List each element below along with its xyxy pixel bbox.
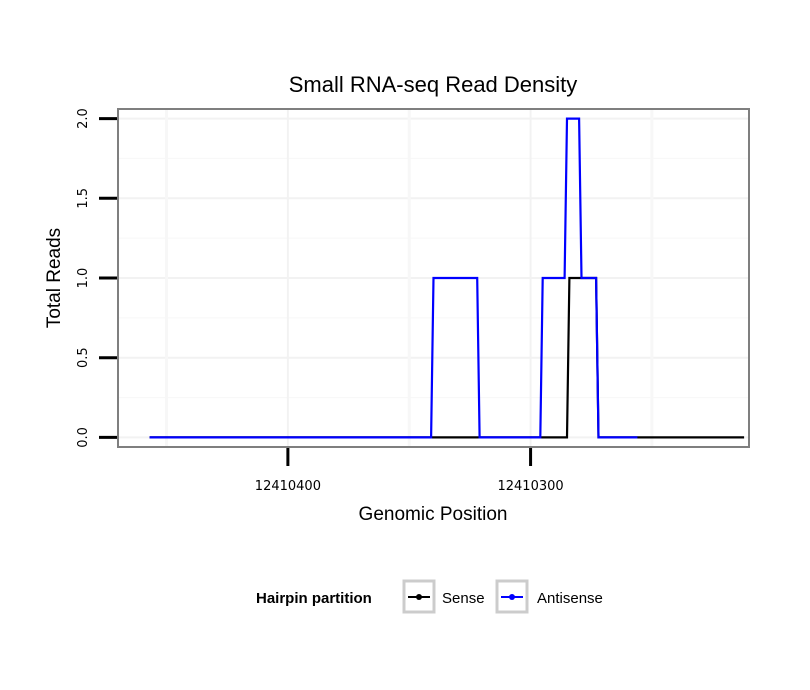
chart-title: Small RNA-seq Read Density [289,72,578,97]
y-tick-label: 0.0 [76,427,91,448]
y-tick-label: 1.0 [76,268,91,289]
x-axis: 12410400 12410300 [255,448,564,494]
legend-label-sense: Sense [442,590,485,607]
series-line-antisense [149,117,638,439]
y-tick-label: 0.5 [76,347,91,368]
grid [118,109,749,447]
x-axis-title: Genomic Position [359,504,508,525]
y-tick-label: 1.5 [76,188,91,209]
legend: Hairpin partition Sense Antisense [256,579,603,614]
x-tick-label: 12410400 [255,479,321,494]
legend-point-sense [416,594,422,600]
plot-panel-border [117,108,750,448]
x-tick-label: 12410300 [497,479,563,494]
legend-title: Hairpin partition [256,590,372,607]
y-axis: 0.0 0.5 1.0 1.5 2.0 [76,108,117,448]
legend-item-sense: Sense [402,579,485,614]
series-layer [149,117,745,439]
legend-point-antisense [509,594,515,600]
y-axis-title: Total Reads [44,228,65,328]
legend-label-antisense: Antisense [537,590,603,607]
y-tick-label: 2.0 [76,108,91,129]
legend-item-antisense: Antisense [495,579,603,614]
